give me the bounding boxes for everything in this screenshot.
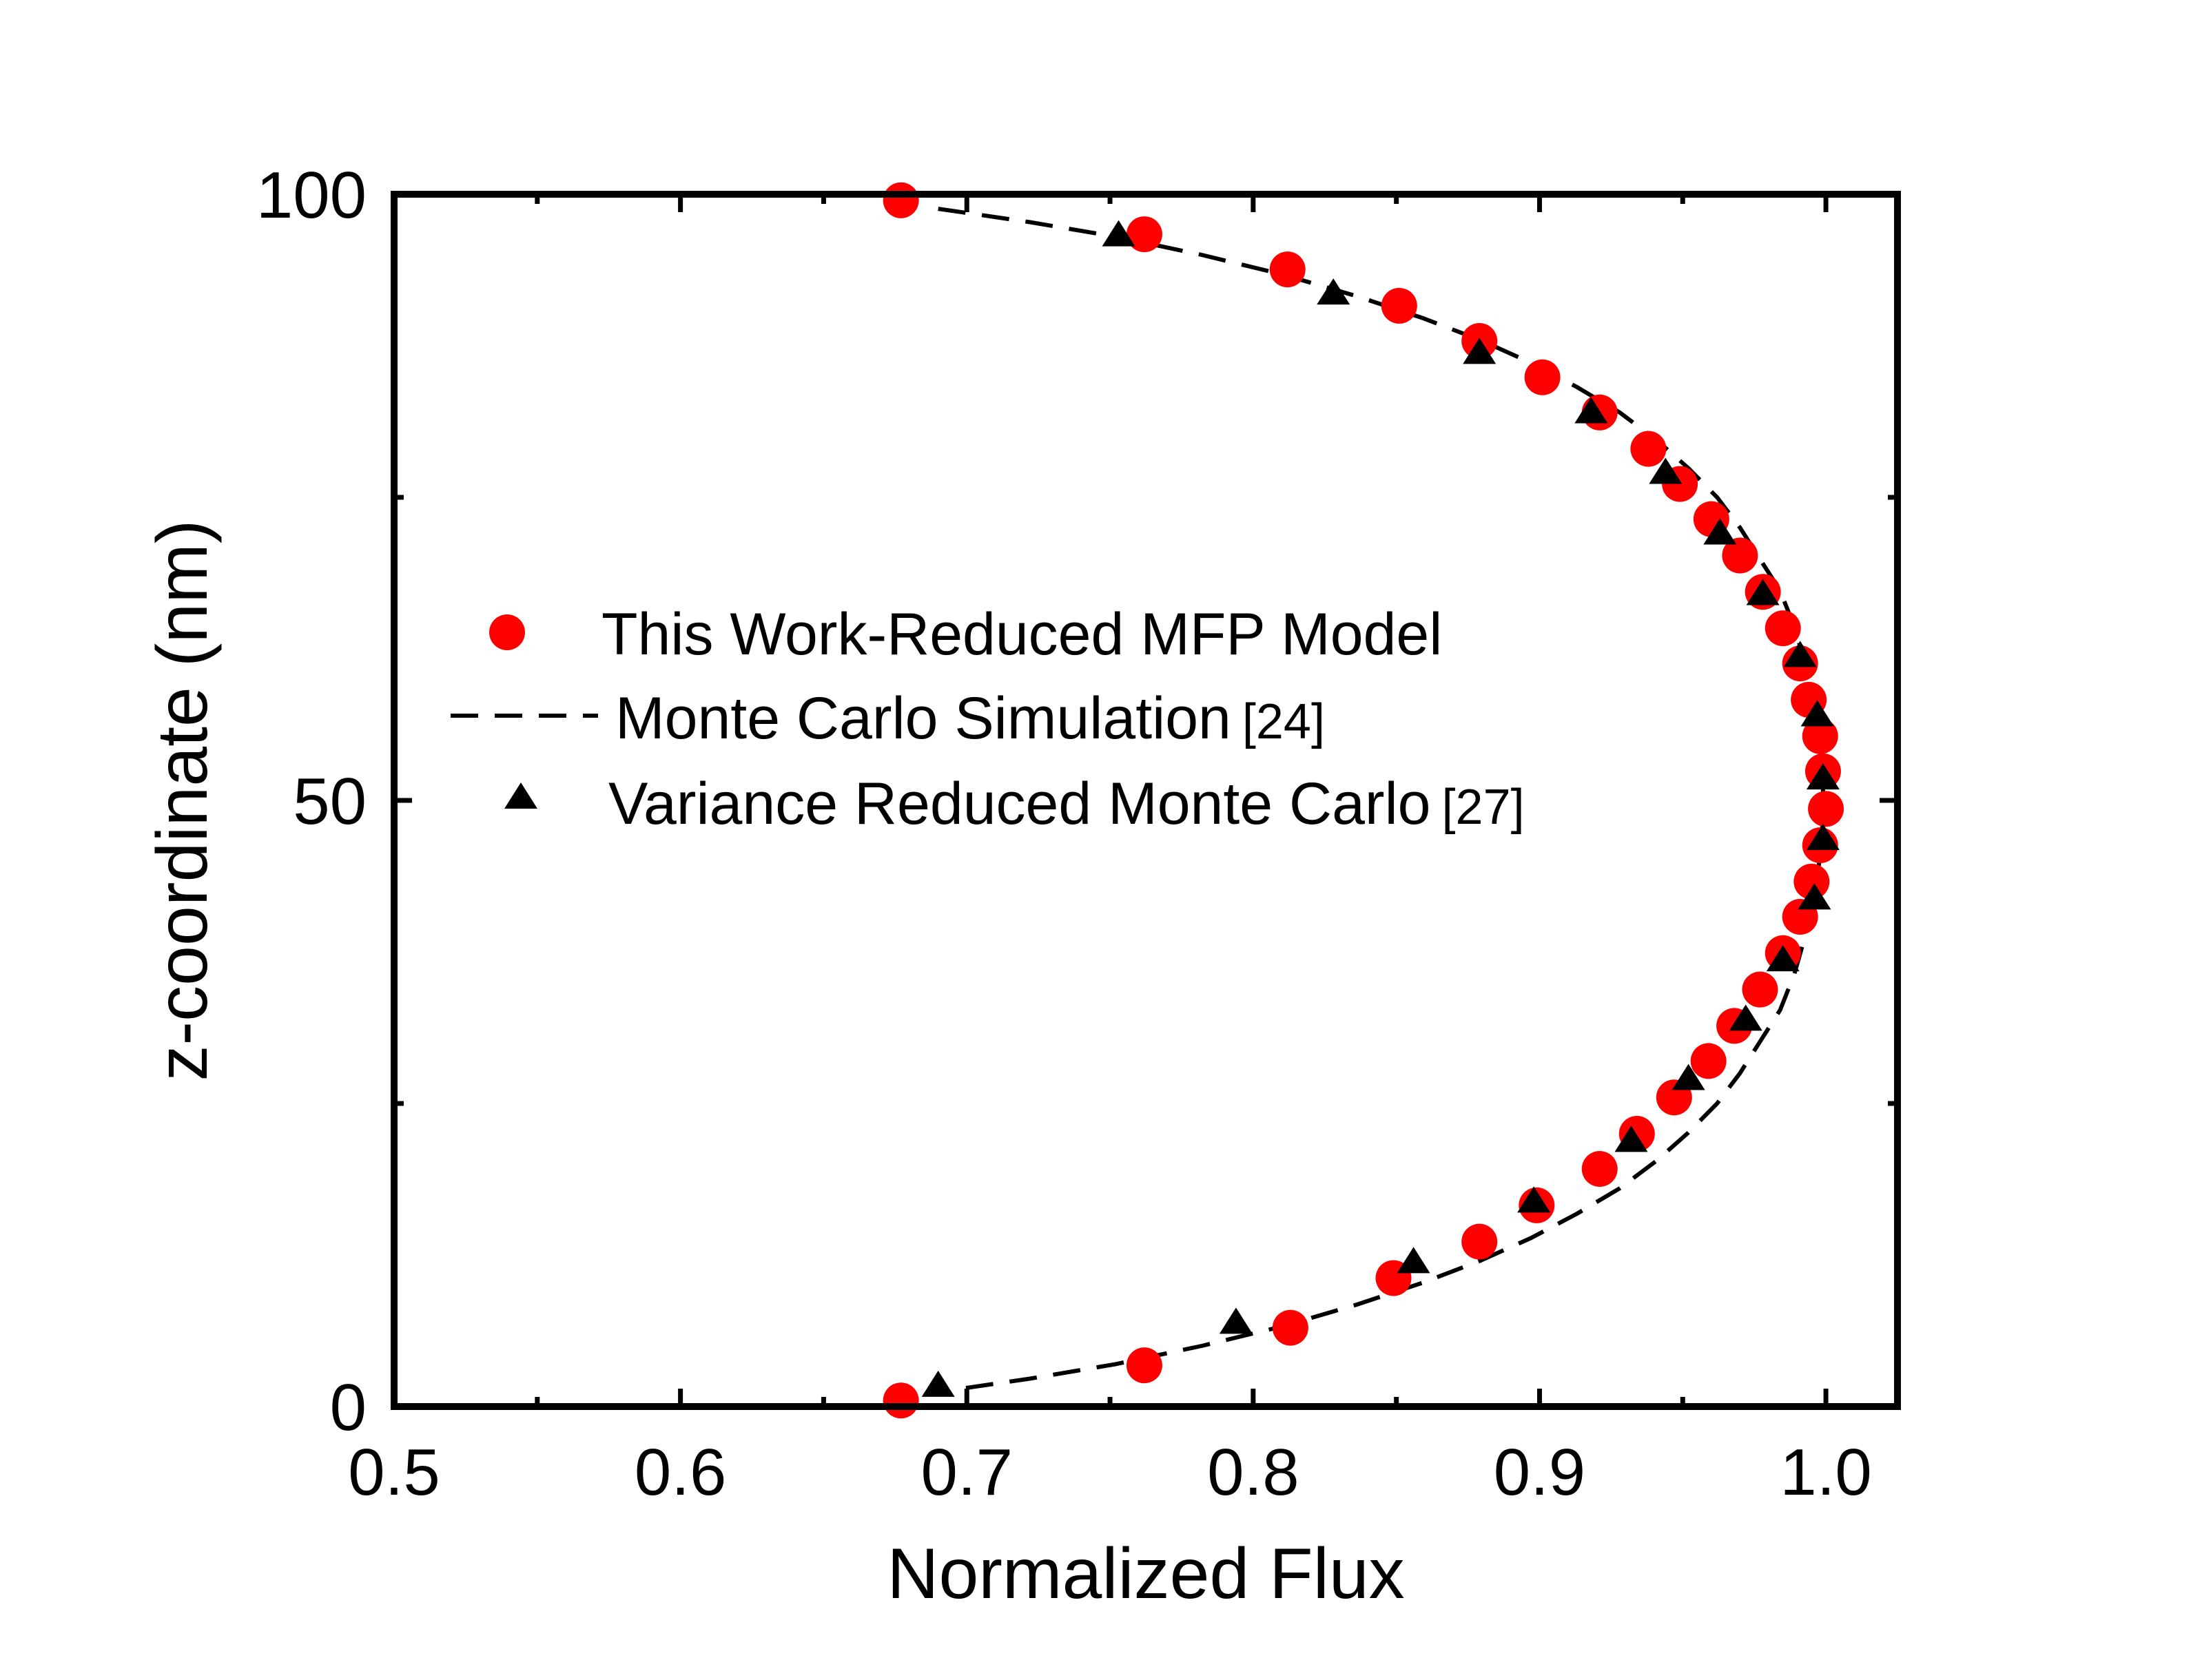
data-point-triangle bbox=[1800, 700, 1834, 727]
data-point-circle bbox=[1690, 1043, 1727, 1079]
x-tick-label: 0.5 bbox=[348, 1435, 440, 1509]
data-point-circle bbox=[1581, 1151, 1618, 1188]
x-tick-label: 0.6 bbox=[635, 1435, 726, 1509]
data-point-circle bbox=[1765, 610, 1801, 647]
data-point-circle bbox=[883, 182, 919, 218]
data-point-triangle bbox=[1783, 641, 1817, 667]
data-point-circle bbox=[1272, 1309, 1308, 1346]
data-point-triangle bbox=[1798, 883, 1831, 910]
legend-label-series-1: This Work-Reduced MFP Model bbox=[601, 601, 1442, 667]
data-point-circle bbox=[1793, 863, 1830, 900]
data-point-triangle bbox=[1397, 1247, 1430, 1274]
data-point-triangle bbox=[1102, 220, 1135, 247]
data-point-circle bbox=[1126, 1347, 1162, 1384]
data-point-circle bbox=[1630, 431, 1667, 467]
y-tick-label: 100 bbox=[256, 158, 367, 232]
data-point-circle bbox=[1802, 718, 1838, 754]
data-point-triangle bbox=[1574, 397, 1608, 424]
x-tick-label: 0.9 bbox=[1494, 1435, 1585, 1509]
x-tick-label: 0.8 bbox=[1207, 1435, 1299, 1509]
data-point-circle bbox=[1722, 537, 1758, 574]
data-point-triangle bbox=[1806, 824, 1840, 851]
data-point-circle bbox=[1808, 791, 1844, 827]
legend: This Work-Reduced MFP Model Monte Carlo … bbox=[451, 601, 1525, 837]
data-point-circle bbox=[1269, 251, 1306, 288]
data-point-triangle bbox=[1766, 945, 1800, 972]
x-tick-label: 0.7 bbox=[921, 1435, 1013, 1509]
legend-label-series-3-ref: [27] bbox=[1442, 780, 1525, 835]
data-point-triangle bbox=[1729, 1004, 1762, 1031]
data-point-circle bbox=[1742, 971, 1778, 1008]
legend-marker-triangle bbox=[504, 782, 537, 809]
y-tick-label: 0 bbox=[330, 1371, 367, 1444]
data-point-triangle bbox=[1703, 518, 1737, 545]
legend-label-series-3: Variance Reduced Monte Carlo [27] bbox=[608, 771, 1525, 837]
data-point-triangle bbox=[1317, 278, 1350, 305]
data-point-circle bbox=[1524, 359, 1561, 395]
data-point-circle bbox=[1381, 287, 1417, 324]
legend-label-series-2-name: Monte Carlo Simulation bbox=[615, 685, 1231, 751]
x-tick-label: 1.0 bbox=[1780, 1435, 1871, 1509]
y-tick-label: 50 bbox=[293, 765, 367, 838]
legend-label-series-2-ref: [24] bbox=[1242, 694, 1325, 749]
data-point-triangle bbox=[921, 1370, 955, 1397]
data-point-triangle bbox=[1671, 1064, 1705, 1090]
data-point-triangle bbox=[1219, 1307, 1253, 1334]
data-point-triangle bbox=[1746, 579, 1780, 605]
data-point-triangle bbox=[1517, 1186, 1551, 1213]
data-point-circle bbox=[883, 1382, 919, 1419]
x-axis-label: Normalized Flux bbox=[887, 1534, 1404, 1614]
y-axis-label: z-coordinate (nm) bbox=[143, 520, 223, 1081]
data-point-triangle bbox=[1649, 457, 1683, 484]
plot-frame bbox=[391, 191, 1901, 1410]
data-point-triangle bbox=[1463, 338, 1496, 364]
legend-marker-circle bbox=[489, 614, 525, 650]
legend-label-series-2: Monte Carlo Simulation [24] bbox=[615, 685, 1325, 751]
plot-layer bbox=[883, 182, 1844, 1419]
legend-label-series-3-name: Variance Reduced Monte Carlo bbox=[608, 771, 1431, 837]
data-point-circle bbox=[1461, 1223, 1498, 1260]
data-point-triangle bbox=[1806, 763, 1840, 790]
data-point-triangle bbox=[1614, 1126, 1648, 1152]
data-point-circle bbox=[1126, 216, 1162, 253]
